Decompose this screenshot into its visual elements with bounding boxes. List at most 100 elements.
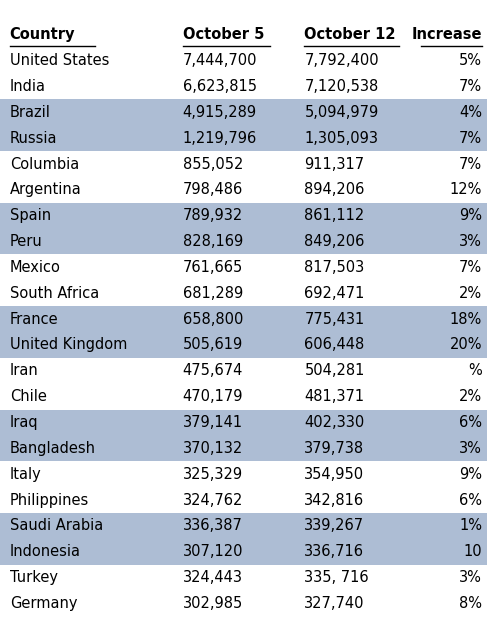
Text: 10: 10 [464, 545, 482, 559]
Text: Country: Country [10, 27, 75, 42]
Text: Peru: Peru [10, 234, 42, 249]
Text: 302,985: 302,985 [183, 596, 243, 611]
Text: 7%: 7% [459, 79, 482, 94]
Text: 1,305,093: 1,305,093 [304, 131, 378, 146]
Text: 2%: 2% [459, 389, 482, 404]
Text: 5,094,979: 5,094,979 [304, 105, 378, 120]
Text: Italy: Italy [10, 467, 41, 482]
Text: 1%: 1% [459, 518, 482, 533]
Text: 855,052: 855,052 [183, 156, 243, 171]
Text: Philippines: Philippines [10, 493, 89, 508]
Text: 7,444,700: 7,444,700 [183, 53, 257, 68]
Text: Chile: Chile [10, 389, 47, 404]
Text: 775,431: 775,431 [304, 312, 365, 326]
Text: 20%: 20% [450, 338, 482, 353]
Text: Bangladesh: Bangladesh [10, 441, 96, 456]
Text: 4%: 4% [459, 105, 482, 120]
Text: 342,816: 342,816 [304, 493, 364, 508]
Text: 894,206: 894,206 [304, 183, 365, 197]
Text: 1,219,796: 1,219,796 [183, 131, 257, 146]
Text: 336,716: 336,716 [304, 545, 364, 559]
Text: Columbia: Columbia [10, 156, 79, 171]
Text: Argentina: Argentina [10, 183, 81, 197]
Text: 5%: 5% [459, 53, 482, 68]
Text: 7,120,538: 7,120,538 [304, 79, 378, 94]
Text: 2%: 2% [459, 286, 482, 301]
Text: South Africa: South Africa [10, 286, 99, 301]
Text: 481,371: 481,371 [304, 389, 364, 404]
Bar [0, 513, 487, 539]
Text: 3%: 3% [459, 234, 482, 249]
Text: 817,503: 817,503 [304, 260, 365, 275]
Text: October 5: October 5 [183, 27, 264, 42]
Bar [0, 203, 487, 229]
Text: United States: United States [10, 53, 109, 68]
Text: 7%: 7% [459, 260, 482, 275]
Text: 849,206: 849,206 [304, 234, 365, 249]
Text: Mexico: Mexico [10, 260, 60, 275]
Text: 3%: 3% [459, 570, 482, 585]
Bar [0, 307, 487, 332]
Text: United Kingdom: United Kingdom [10, 338, 127, 353]
Text: 370,132: 370,132 [183, 441, 243, 456]
Text: 18%: 18% [450, 312, 482, 326]
Text: Increase: Increase [412, 27, 482, 42]
Bar [0, 100, 487, 125]
Text: Indonesia: Indonesia [10, 545, 81, 559]
Text: 504,281: 504,281 [304, 363, 365, 378]
Text: 3%: 3% [459, 441, 482, 456]
Text: 402,330: 402,330 [304, 415, 365, 430]
Text: 324,762: 324,762 [183, 493, 243, 508]
Text: 7%: 7% [459, 156, 482, 171]
Text: 828,169: 828,169 [183, 234, 243, 249]
Text: 505,619: 505,619 [183, 338, 243, 353]
Text: 470,179: 470,179 [183, 389, 243, 404]
Text: 606,448: 606,448 [304, 338, 365, 353]
Text: Iraq: Iraq [10, 415, 38, 430]
Text: India: India [10, 79, 46, 94]
Text: 6,623,815: 6,623,815 [183, 79, 257, 94]
Text: 379,141: 379,141 [183, 415, 243, 430]
Text: 681,289: 681,289 [183, 286, 243, 301]
Text: 354,950: 354,950 [304, 467, 364, 482]
Text: 379,738: 379,738 [304, 441, 364, 456]
Text: October 12: October 12 [304, 27, 396, 42]
Text: 6%: 6% [459, 493, 482, 508]
Text: 325,329: 325,329 [183, 467, 243, 482]
Text: Brazil: Brazil [10, 105, 51, 120]
Bar [0, 125, 487, 151]
Text: France: France [10, 312, 58, 326]
Text: 336,387: 336,387 [183, 518, 243, 533]
Text: Germany: Germany [10, 596, 77, 611]
Text: Russia: Russia [10, 131, 57, 146]
Text: 861,112: 861,112 [304, 208, 365, 223]
Text: 324,443: 324,443 [183, 570, 243, 585]
Text: 7%: 7% [459, 131, 482, 146]
Text: 9%: 9% [459, 208, 482, 223]
Text: Spain: Spain [10, 208, 51, 223]
Text: 6%: 6% [459, 415, 482, 430]
Text: 335, 716: 335, 716 [304, 570, 369, 585]
Text: Turkey: Turkey [10, 570, 58, 585]
Bar [0, 332, 487, 358]
Text: 692,471: 692,471 [304, 286, 365, 301]
Bar [0, 539, 487, 565]
Text: 8%: 8% [459, 596, 482, 611]
Text: Iran: Iran [10, 363, 38, 378]
Text: 339,267: 339,267 [304, 518, 364, 533]
Text: 9%: 9% [459, 467, 482, 482]
Bar [0, 435, 487, 461]
Text: Saudi Arabia: Saudi Arabia [10, 518, 103, 533]
Text: %: % [468, 363, 482, 378]
Text: 761,665: 761,665 [183, 260, 243, 275]
Text: 327,740: 327,740 [304, 596, 365, 611]
Bar [0, 229, 487, 255]
Text: 475,674: 475,674 [183, 363, 243, 378]
Bar [0, 410, 487, 435]
Text: 7,792,400: 7,792,400 [304, 53, 379, 68]
Text: 798,486: 798,486 [183, 183, 243, 197]
Text: 911,317: 911,317 [304, 156, 364, 171]
Text: 789,932: 789,932 [183, 208, 243, 223]
Text: 658,800: 658,800 [183, 312, 243, 326]
Text: 12%: 12% [450, 183, 482, 197]
